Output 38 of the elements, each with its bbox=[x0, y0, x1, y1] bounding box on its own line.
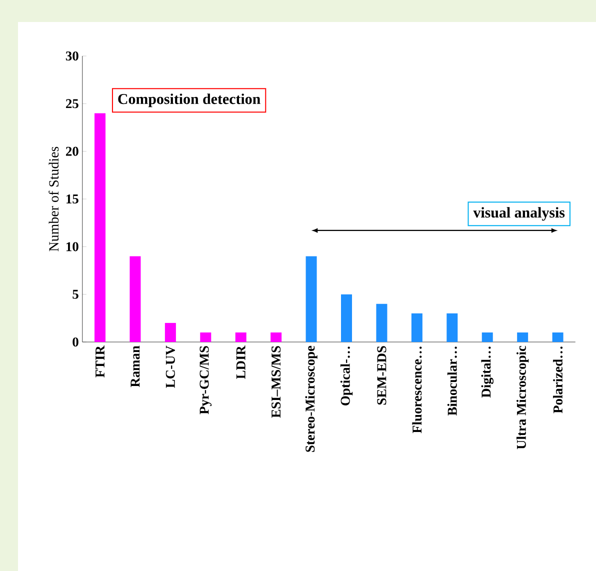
x-tick-label: Stereo-Microscope bbox=[305, 346, 318, 452]
x-tick-label: Ultra Microscopic bbox=[516, 346, 529, 450]
y-tick-label: 0 bbox=[72, 337, 78, 347]
bar bbox=[552, 332, 564, 342]
bar bbox=[411, 313, 422, 342]
x-tick-label: Digital… bbox=[481, 346, 494, 398]
x-tick-label: Binocular… bbox=[447, 346, 457, 416]
y-tick-label: 15 bbox=[66, 194, 78, 204]
x-tick-label: ESI–MS/MS bbox=[272, 346, 281, 418]
y-tick-label: 30 bbox=[66, 51, 78, 61]
bar bbox=[341, 294, 352, 342]
bar bbox=[446, 313, 458, 342]
bar bbox=[306, 256, 317, 342]
x-tick-label: Pyr-GC/MS bbox=[200, 346, 212, 414]
bar bbox=[200, 332, 212, 342]
bar bbox=[376, 304, 388, 342]
bar bbox=[164, 322, 176, 342]
x-tick-label: Fluorescence… bbox=[412, 346, 422, 434]
y-axis-title: Number of Studies bbox=[48, 146, 59, 252]
annotation: visual analysis bbox=[473, 207, 565, 221]
bar bbox=[482, 332, 493, 342]
y-tick-label: 25 bbox=[66, 99, 78, 108]
x-tick-label: FTIR bbox=[96, 345, 104, 378]
x-tick-label: Optical-… bbox=[340, 346, 353, 406]
x-tick-label: LC-UV bbox=[166, 346, 175, 388]
y-tick-label: 5 bbox=[72, 290, 78, 299]
bar bbox=[235, 332, 246, 342]
x-tick-label: Polarized… bbox=[553, 346, 563, 414]
annotation: Composition detection bbox=[118, 94, 260, 108]
x-tick-label: Raman bbox=[130, 346, 140, 388]
bar bbox=[517, 332, 528, 342]
x-tick-label: LDIR bbox=[236, 345, 246, 379]
y-tick-label: 10 bbox=[66, 242, 78, 252]
bar bbox=[270, 332, 282, 342]
y-tick-label: 20 bbox=[66, 146, 78, 156]
bar bbox=[94, 113, 106, 342]
x-tick-label: SEM-EDS bbox=[377, 346, 386, 405]
bar bbox=[130, 256, 141, 342]
